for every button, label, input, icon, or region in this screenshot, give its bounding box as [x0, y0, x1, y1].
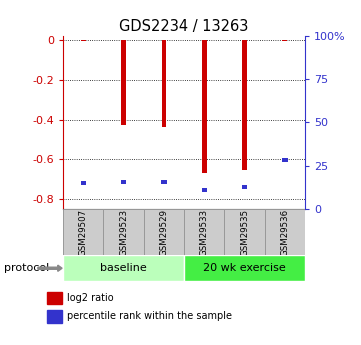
Bar [47, 292, 62, 304]
Bar [121, 40, 126, 126]
Bar [81, 40, 86, 41]
Text: percentile rank within the sample: percentile rank within the sample [67, 312, 232, 321]
Text: 20 wk exercise: 20 wk exercise [203, 263, 286, 273]
Text: log2 ratio: log2 ratio [67, 293, 113, 303]
Bar [161, 40, 166, 127]
Bar [282, 40, 287, 41]
Text: GSM29536: GSM29536 [280, 208, 290, 256]
Bar [47, 310, 62, 323]
Text: protocol: protocol [4, 263, 49, 273]
Bar [242, 40, 247, 170]
FancyBboxPatch shape [63, 209, 104, 255]
Text: GSM29507: GSM29507 [79, 208, 88, 256]
Bar [201, 188, 207, 192]
Text: GSM29523: GSM29523 [119, 208, 128, 256]
FancyBboxPatch shape [63, 255, 184, 281]
Bar [161, 180, 167, 184]
Bar [202, 40, 207, 173]
Text: baseline: baseline [100, 263, 147, 273]
FancyBboxPatch shape [184, 209, 225, 255]
FancyBboxPatch shape [104, 209, 144, 255]
Bar [81, 181, 86, 185]
Title: GDS2234 / 13263: GDS2234 / 13263 [119, 19, 249, 34]
FancyBboxPatch shape [184, 255, 305, 281]
Text: GSM29535: GSM29535 [240, 208, 249, 256]
Text: GSM29529: GSM29529 [160, 208, 169, 256]
Text: GSM29533: GSM29533 [200, 208, 209, 256]
FancyBboxPatch shape [225, 209, 265, 255]
FancyBboxPatch shape [265, 209, 305, 255]
Bar [242, 185, 247, 189]
Bar [121, 180, 126, 184]
FancyBboxPatch shape [144, 209, 184, 255]
Bar [282, 158, 288, 162]
